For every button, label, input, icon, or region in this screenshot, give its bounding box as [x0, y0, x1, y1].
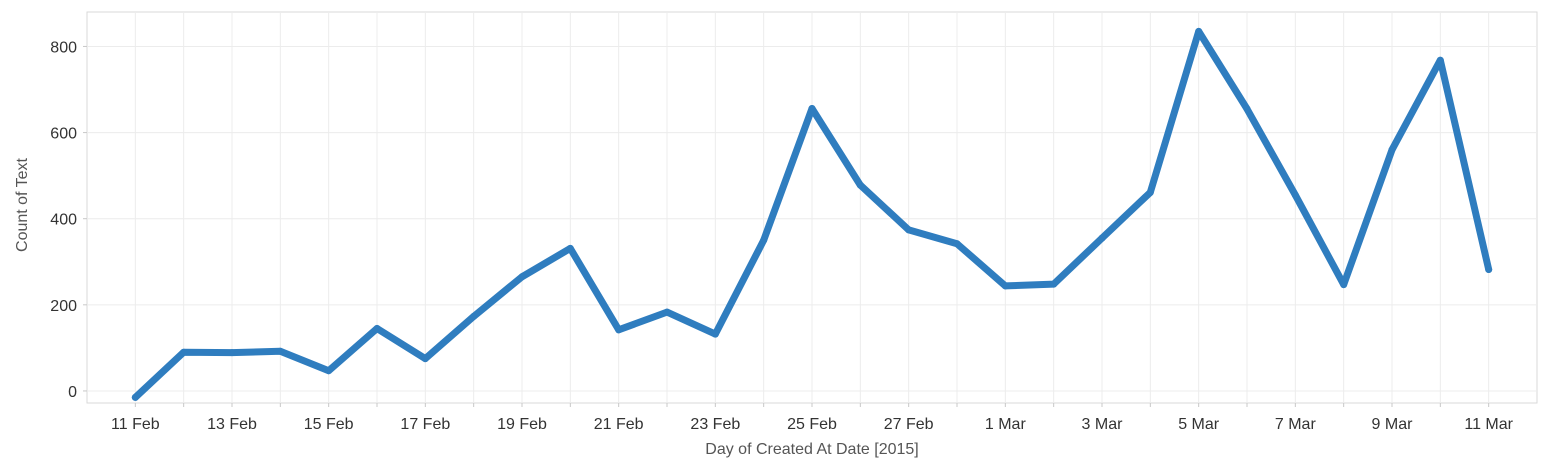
data-points [131, 27, 1493, 401]
y-axis-title: Count of Text [14, 157, 31, 252]
y-axis-ticks: 0 200 400 600 800 [50, 39, 87, 401]
data-point [615, 326, 623, 334]
data-point [1243, 105, 1251, 113]
x-tick-label: 15 Feb [304, 416, 354, 433]
data-point [663, 308, 671, 316]
data-point [808, 105, 816, 112]
data-point [1195, 27, 1203, 35]
data-point [1050, 280, 1058, 288]
y-tick-label: 400 [50, 212, 77, 229]
data-point [1098, 234, 1106, 242]
data-point [856, 181, 864, 189]
x-tick-label: 3 Mar [1082, 416, 1124, 433]
data-point [1436, 56, 1444, 64]
data-point [1388, 146, 1396, 154]
y-tick-label: 600 [50, 126, 77, 143]
data-point [1001, 282, 1009, 290]
x-axis-title: Day of Created At Date [2015] [705, 441, 918, 458]
x-axis-ticks: 11 Feb 13 Feb 15 Feb 17 Feb 19 Feb 21 Feb 23 F… [111, 403, 1514, 433]
data-point [276, 347, 284, 355]
data-point [373, 325, 381, 332]
x-tick-label: 25 Feb [787, 416, 837, 433]
x-tick-label: 7 Mar [1275, 416, 1317, 433]
data-point [421, 355, 429, 363]
data-point [1146, 188, 1154, 196]
data-point [518, 273, 526, 281]
data-point [953, 240, 961, 248]
y-tick-label: 800 [50, 39, 77, 56]
y-tick-label: 200 [50, 298, 77, 315]
data-point [470, 312, 478, 320]
data-point [131, 393, 139, 401]
data-point [760, 236, 768, 244]
x-tick-label: 9 Mar [1372, 416, 1414, 433]
data-point [1340, 281, 1348, 289]
y-tick-label: 0 [68, 384, 77, 401]
x-tick-label: 13 Feb [207, 416, 257, 433]
data-point [180, 348, 188, 356]
data-point [711, 330, 719, 338]
x-tick-label: 19 Feb [497, 416, 547, 433]
data-point [905, 226, 913, 234]
data-point [228, 349, 236, 357]
x-tick-label: 11 Feb [111, 416, 160, 433]
x-tick-label: 11 Mar [1464, 416, 1513, 433]
x-tick-label: 21 Feb [594, 416, 644, 433]
x-tick-label: 17 Feb [400, 416, 450, 433]
x-tick-label: 1 Mar [985, 416, 1027, 433]
data-point [566, 244, 574, 252]
data-point [1485, 266, 1493, 273]
x-tick-label: 23 Feb [690, 416, 740, 433]
x-tick-label: 5 Mar [1178, 416, 1220, 433]
gridlines [87, 12, 1537, 403]
x-tick-label: 27 Feb [884, 416, 934, 433]
data-point [325, 367, 333, 375]
data-point [1291, 191, 1299, 199]
